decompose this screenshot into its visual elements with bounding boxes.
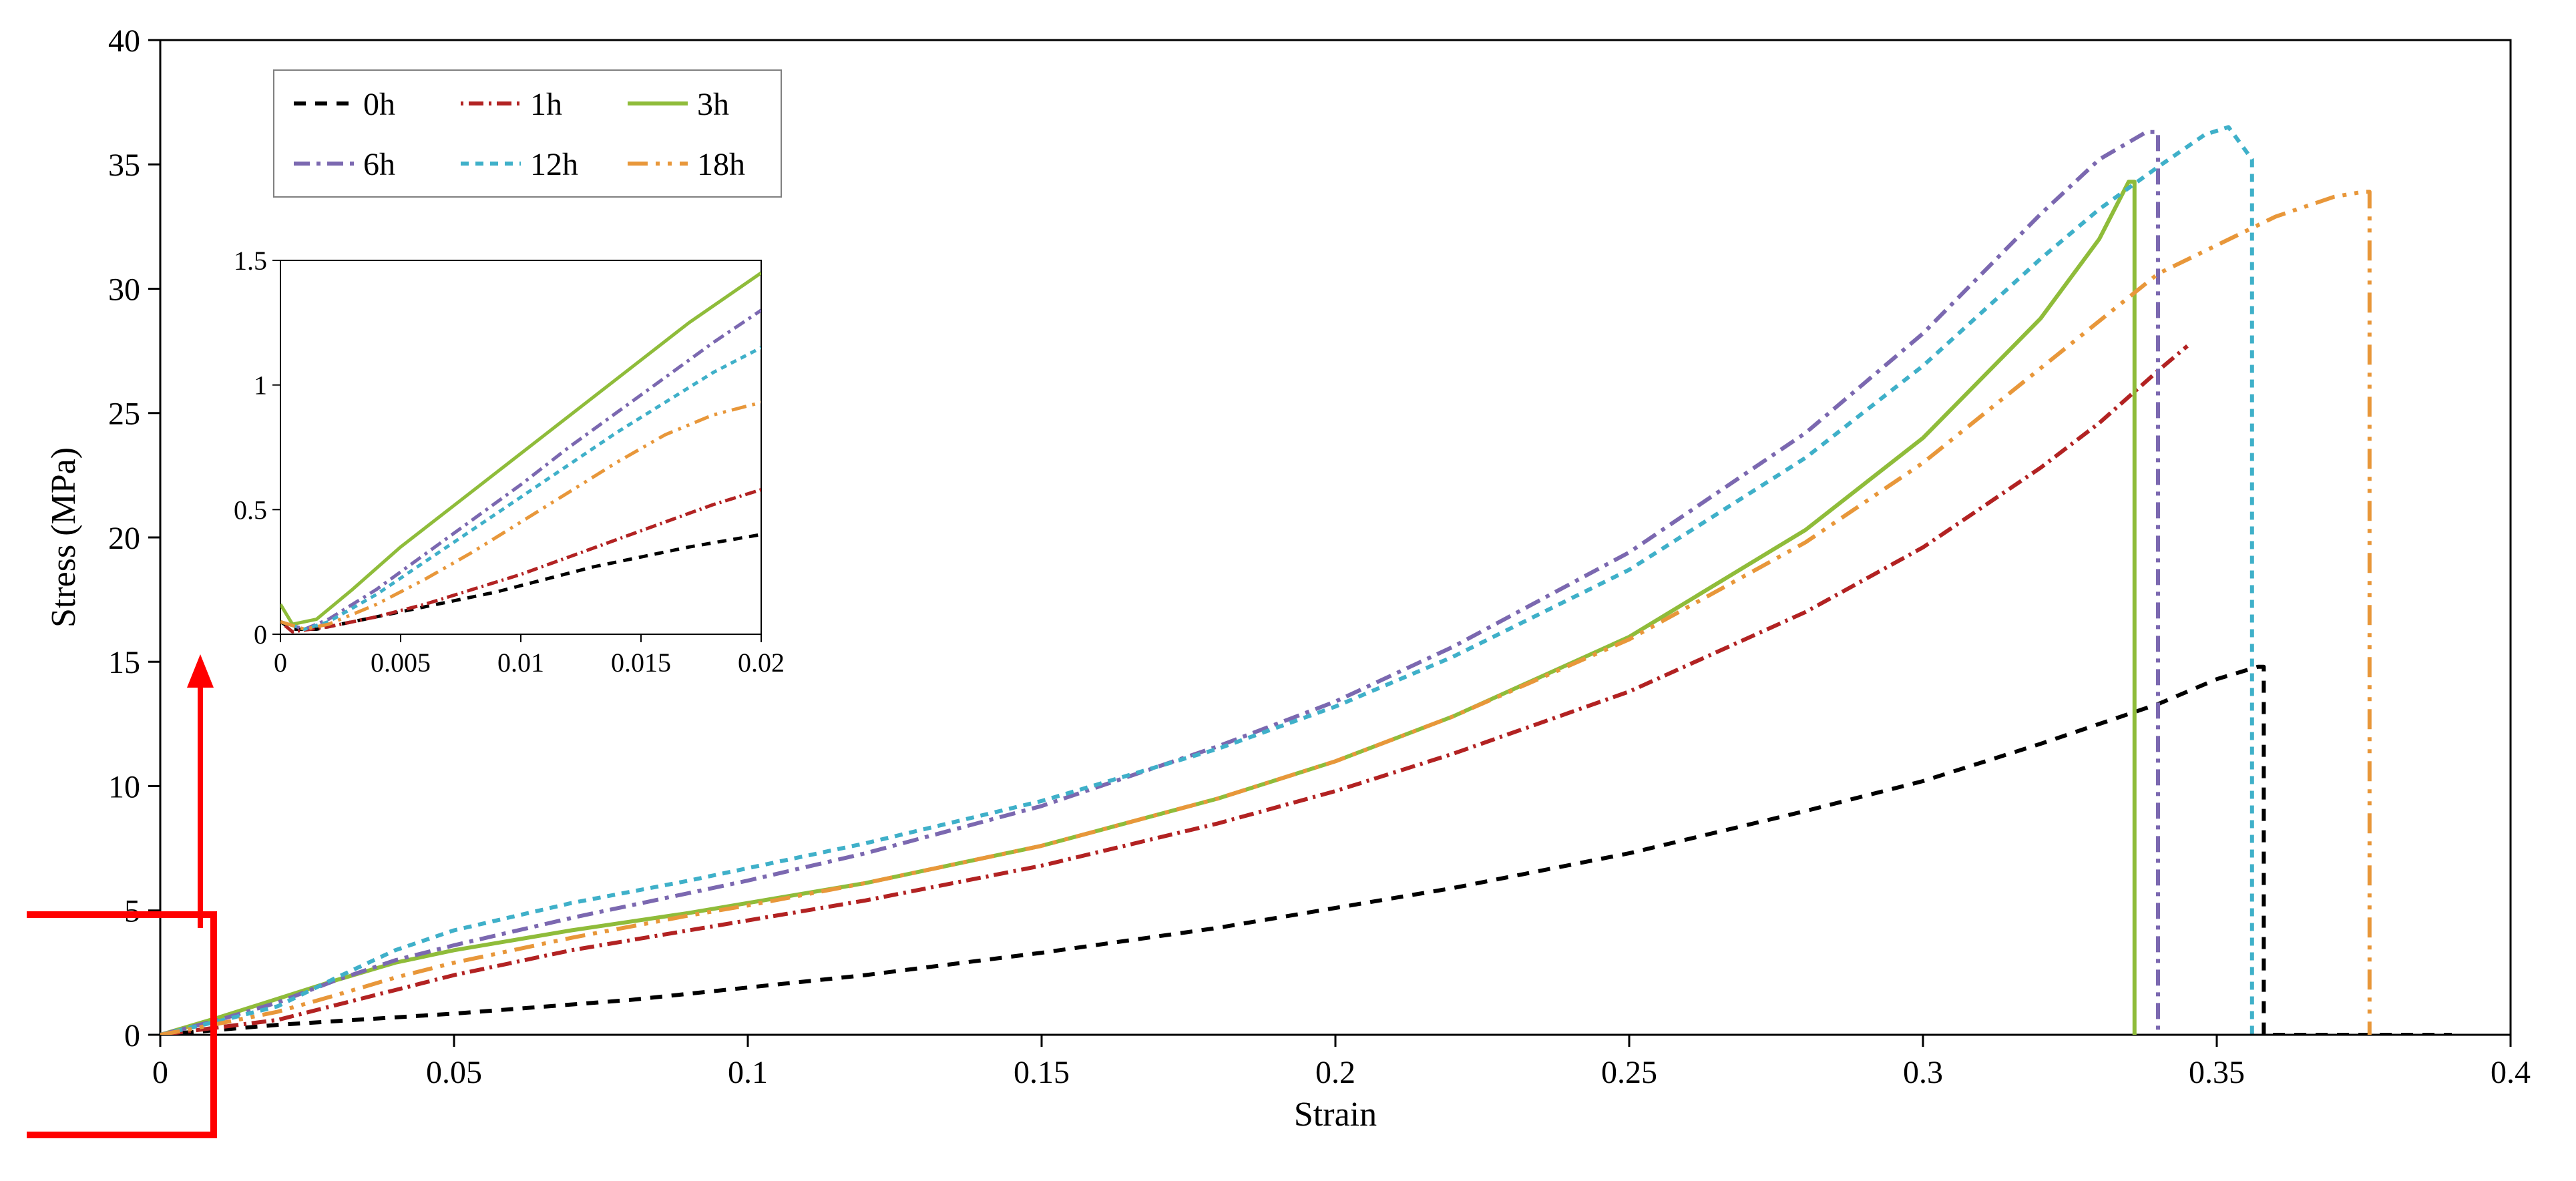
inset-bg — [280, 260, 761, 634]
legend-label-1h: 1h — [530, 87, 562, 122]
x-tick-label: 0.05 — [426, 1055, 482, 1090]
x-tick-label: 0.3 — [1903, 1055, 1943, 1090]
x-tick-label: 0.1 — [728, 1055, 768, 1090]
y-tick-label: 35 — [108, 148, 140, 183]
x-axis-label: Strain — [1294, 1096, 1377, 1134]
y-tick-label: 10 — [108, 769, 140, 804]
y-axis-label: Stress (MPa) — [45, 447, 83, 628]
legend-label-18h: 18h — [697, 147, 745, 182]
legend-label-6h: 6h — [363, 147, 395, 182]
legend-label-3h: 3h — [697, 87, 729, 122]
x-tick-label: 0.15 — [1014, 1055, 1070, 1090]
inset-y-tick-label: 0 — [254, 620, 267, 650]
inset-x-tick-label: 0 — [274, 648, 287, 678]
y-tick-label: 20 — [108, 521, 140, 556]
stress-strain-chart: 00.050.10.150.20.250.30.350.405101520253… — [27, 13, 2564, 1162]
inset-y-tick-label: 1.5 — [234, 246, 267, 276]
x-tick-label: 0.25 — [1601, 1055, 1657, 1090]
y-tick-label: 0 — [124, 1018, 140, 1053]
x-tick-label: 0.35 — [2189, 1055, 2245, 1090]
inset-x-tick-label: 0.01 — [497, 648, 544, 678]
inset-x-tick-label: 0.02 — [738, 648, 785, 678]
y-tick-label: 25 — [108, 397, 140, 432]
inset-y-tick-label: 1 — [254, 371, 267, 401]
y-tick-label: 40 — [108, 23, 140, 59]
inset-x-tick-label: 0.015 — [611, 648, 671, 678]
inset-y-tick-label: 0.5 — [234, 495, 267, 525]
y-tick-label: 15 — [108, 645, 140, 680]
y-tick-label: 30 — [108, 272, 140, 307]
x-tick-label: 0.4 — [2491, 1055, 2531, 1090]
chart-container: 00.050.10.150.20.250.30.350.405101520253… — [27, 13, 2564, 1162]
legend-label-0h: 0h — [363, 87, 395, 122]
legend-label-12h: 12h — [530, 147, 578, 182]
x-tick-label: 0 — [152, 1055, 168, 1090]
highlight-box — [27, 915, 214, 1135]
inset-x-tick-label: 0.005 — [371, 648, 431, 678]
x-tick-label: 0.2 — [1315, 1055, 1355, 1090]
zoom-arrow-head — [187, 654, 214, 688]
series-0h — [160, 667, 2452, 1035]
